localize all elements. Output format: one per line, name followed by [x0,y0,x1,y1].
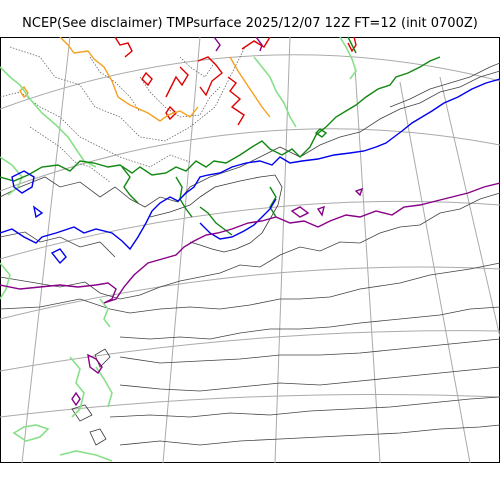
isotherm-purple-line [290,206,310,218]
coastline-island [89,428,107,446]
isotherm-purple-line [354,187,364,197]
latitude-line [0,54,500,110]
latitude-line [0,394,500,418]
latitude-line [0,330,500,372]
isotherm-blue [0,78,500,265]
contour-line [29,126,111,183]
meridian-line [399,81,471,463]
isotherm-blue-line [32,205,44,219]
coastline-korea-japan [149,174,283,253]
isotherm-green-line [269,186,277,218]
isotherm-blue-line [11,170,35,194]
isotherm-purple-line [71,391,81,407]
isotherm-lightgreen-line [12,424,50,442]
isotherm-lightgreen-line [0,262,11,300]
isotherm-green-line [0,56,441,182]
isotherm-purple [0,37,500,407]
isotherm-green-line [121,166,139,204]
contour-line [0,262,500,314]
isotherm-blue-line [50,248,67,265]
isotherm-lightgreen-line [95,366,113,408]
contour-line [0,231,116,258]
map-title: NCEP(See disclaimer) TMPsurface 2025/12/… [22,16,478,31]
isotherm-orange-line [19,85,29,99]
contour-line [179,56,216,78]
isotherm-red-line [197,56,223,97]
contours-thin [0,62,500,446]
contour-line [89,56,141,113]
isotherm-red-line [141,71,153,87]
isotherm-purple-line [0,182,500,304]
contour-line [389,62,500,108]
isotherm-red-line [241,37,271,50]
isotherm-lightgreen-line [0,66,97,168]
graticule-latitudes [0,54,500,418]
contour-line [109,396,500,418]
contour-line [119,306,500,340]
isotherm-blue-line [0,78,500,251]
contour-line [9,46,246,142]
meridian-line [274,37,291,463]
meridian-line [21,37,71,463]
isotherm-purple-line [213,37,221,52]
isotherm-blue-line [199,198,277,240]
isotherm-orange [19,37,271,122]
meridian-line [439,76,500,338]
meridian-line [354,66,381,463]
isotherm-purple-line [316,205,325,217]
isotherm-lightgreen-line [99,298,111,328]
isotherm-lightgreen-line [339,37,357,80]
isotherm-red-line [165,105,177,121]
isotherm-red-line [227,76,245,126]
contour-line [0,70,500,208]
isotherm-purple-line [255,37,263,52]
contour-line [139,76,221,118]
map-frame [0,37,500,463]
isotherm-lightgreen-line [253,56,297,128]
contour-line [119,366,500,392]
isotherm-lightgreen-line [69,356,85,418]
isotherm-green-line [314,128,328,138]
map-plot [0,37,500,463]
isotherm-green-line [347,37,357,54]
contour-line [119,424,500,446]
contour-line [119,338,500,364]
isotherm-red-line [165,66,189,98]
isotherm-lightgreen-line [59,450,113,462]
isotherm-orange-line [59,37,199,122]
isotherm-purple-line [87,353,103,375]
latitude-line [0,128,500,192]
isotherm-red [114,37,357,126]
contour-line [0,192,500,300]
graticule-meridians [21,37,500,463]
isotherm-red-line [114,37,133,58]
latitude-line [0,266,500,320]
isotherm-orange-line [229,56,271,118]
isotherm-lightgreen [0,37,357,462]
